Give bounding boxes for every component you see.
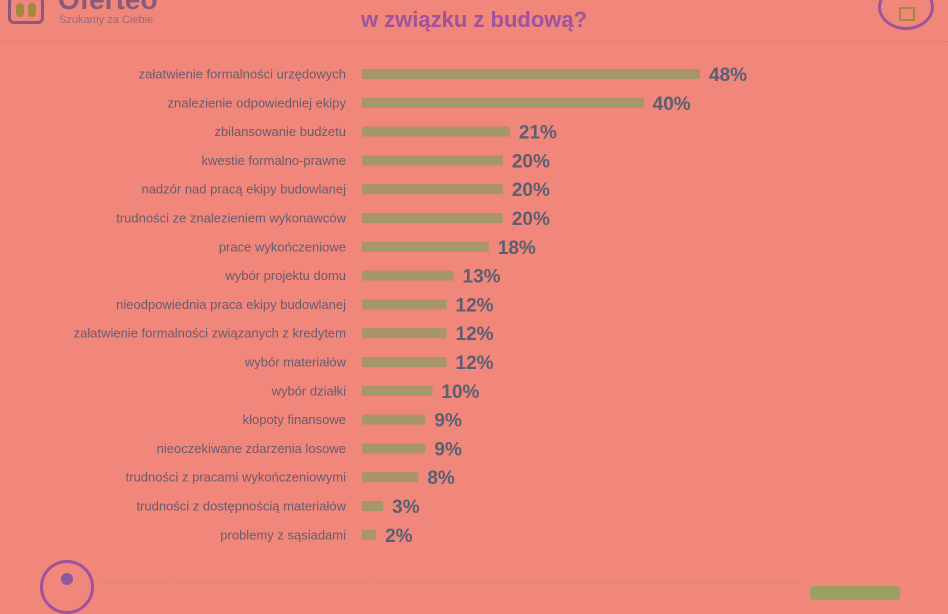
value-label: 20% — [512, 151, 550, 172]
brand-name: Oferteo — [58, 0, 158, 14]
bar — [362, 213, 503, 223]
bar-chart: załatwienie formalności urzędowych 48% zna… — [74, 65, 748, 547]
bar — [362, 414, 426, 425]
value-label: 20% — [512, 209, 550, 230]
category-label: wybór działki — [271, 383, 347, 398]
footer-divider — [100, 582, 800, 583]
value-label: 3% — [392, 497, 420, 518]
bar — [362, 126, 510, 137]
category-label: trudności z dostępnością materiałów — [136, 499, 346, 514]
value-label: 9% — [434, 411, 462, 432]
footer-badge — [810, 586, 900, 600]
value-label: 10% — [441, 382, 479, 403]
category-label: kwestie formalno-prawne — [201, 153, 346, 168]
value-label: 18% — [498, 238, 536, 259]
bar — [362, 529, 377, 540]
worker-icon — [40, 560, 94, 614]
value-label: 12% — [456, 353, 494, 374]
logo-icon — [8, 0, 44, 24]
category-label: załatwienie formalności związanych z kre… — [74, 326, 346, 341]
bar — [362, 385, 433, 396]
brand-logo: Oferteo Szukamy za Ciebie — [0, 0, 200, 30]
bar — [362, 299, 447, 310]
bar — [362, 443, 426, 454]
category-label: znalezienie odpowiedniej ekipy — [167, 95, 346, 110]
header-divider — [0, 41, 948, 42]
value-label: 13% — [463, 267, 501, 288]
bar — [362, 184, 503, 195]
value-label: 21% — [519, 123, 557, 144]
category-label: trudności ze znalezieniem wykonawców — [116, 211, 346, 226]
brand-tagline: Szukamy za Ciebie — [59, 14, 154, 26]
bar — [362, 328, 447, 339]
category-label: wybór projektu domu — [224, 268, 346, 283]
category-label: trudności z pracami wykończeniowymi — [126, 470, 346, 485]
category-label: prace wykończeniowe — [219, 239, 346, 254]
category-label: problemy z sąsiadami — [220, 527, 346, 542]
value-label: 48% — [709, 65, 747, 86]
value-label: 12% — [456, 295, 494, 316]
bar — [362, 241, 489, 252]
bar — [362, 97, 644, 108]
value-label: 2% — [385, 526, 413, 547]
value-label: 8% — [427, 468, 455, 489]
bar — [362, 501, 384, 511]
category-label: wybór materiałów — [244, 355, 347, 370]
category-label: załatwienie formalności urzędowych — [139, 67, 346, 82]
category-label: kłopoty finansowe — [243, 412, 346, 427]
value-label: 12% — [456, 324, 494, 345]
bar — [362, 357, 447, 367]
value-label: 20% — [512, 180, 550, 201]
value-label: 40% — [653, 94, 691, 115]
category-label: nieoczekiwane zdarzenia losowe — [157, 441, 346, 456]
bar — [362, 155, 503, 166]
bar — [362, 69, 700, 79]
category-label: nieodpowiednia praca ekipy budowlanej — [116, 297, 346, 312]
bar — [362, 472, 419, 483]
chart-title: w związku z budową? — [360, 7, 588, 32]
value-label: 9% — [434, 439, 462, 460]
category-label: nadzór nad pracą ekipy budowlanej — [141, 182, 346, 197]
category-label: zbilansowanie budżetu — [214, 124, 346, 139]
bar — [362, 270, 454, 281]
